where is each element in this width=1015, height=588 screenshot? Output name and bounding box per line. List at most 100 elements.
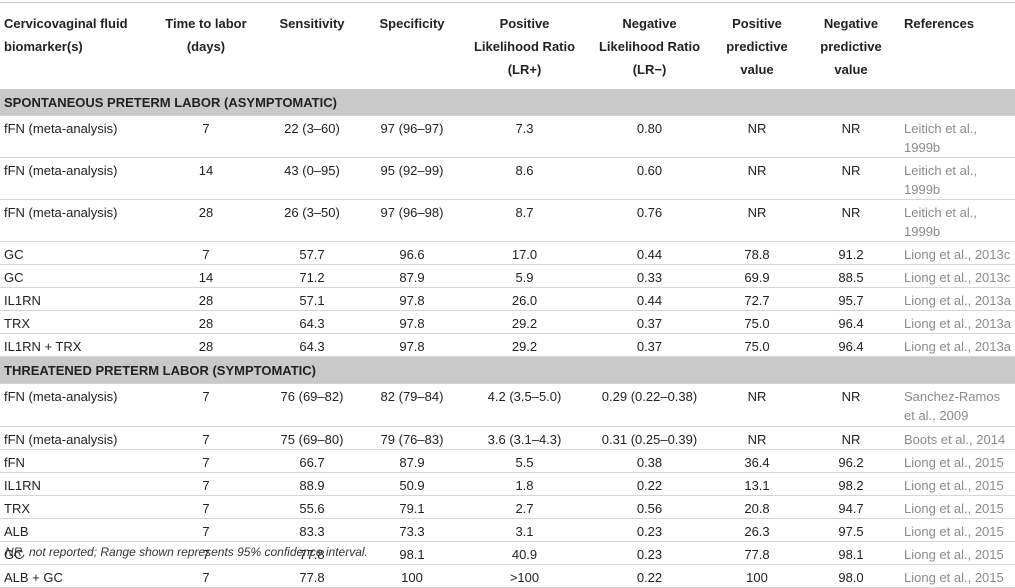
table-cell: 0.37 [587,333,712,357]
table-cell: 71.2 [262,264,362,288]
table-cell: GC [0,264,150,288]
table-cell: 7 [150,383,262,427]
table-cell: TRX [0,310,150,334]
table-cell: 98.0 [802,564,900,588]
header-ppv: Positive predictive value [726,16,788,77]
table-row: TRX 7 55.6 79.1 2.7 0.56 20.8 94.7 Liong et al.,… [0,495,1015,519]
header-references: References [904,16,975,31]
table-cell: 66.7 [262,449,362,473]
table-row: fFN (meta-analysis) 7 76 (69–82) 82 (79–84)… [0,383,1015,427]
table-cell: NR [802,115,900,158]
table-cell: 98.2 [802,472,900,496]
table-cell: 29.2 [462,310,587,334]
table-cell: 8.7 [462,199,587,242]
table-cell: 95 (92–99) [362,157,462,200]
table-cell: 7 [150,518,262,542]
table-cell: 36.4 [712,449,802,473]
table-cell: ALB [0,518,150,542]
table-cell: 87.9 [362,264,462,288]
table-cell: NR [712,157,802,200]
table-cell: 7 [150,241,262,265]
table-cell: 97.8 [362,287,462,311]
table-row: ALB + GC 7 77.8 100 >100 0.22 100 98.0 Liong et … [0,564,1015,588]
section-title: THREATENED PRETERM LABOR (SYMPTOMATIC) [0,356,1015,384]
table-cell: 100 [362,564,462,588]
table-cell: 29.2 [462,333,587,357]
table-cell: 79 (76–83) [362,426,462,450]
table-cell: 14 [150,264,262,288]
table-cell: 7 [150,472,262,496]
header-lr-negative: Negative Likelihood Ratio (LR−) [598,16,701,77]
table-cell: 88.9 [262,472,362,496]
table-cell: 1.8 [462,472,587,496]
table-cell: 0.29 (0.22–0.38) [587,383,712,427]
table-cell: 97 (96–97) [362,115,462,158]
table-cell: NR [802,383,900,427]
table-row: IL1RN 7 88.9 50.9 1.8 0.22 13.1 98.2 Liong et al… [0,472,1015,496]
table-cell: 0.22 [587,472,712,496]
table-cell: 20.8 [712,495,802,519]
table-cell: 77.8 [262,541,362,565]
table-cell: 77.8 [712,541,802,565]
table-cell: 57.1 [262,287,362,311]
table-cell: NR [802,157,900,200]
table-cell: 0.31 (0.25–0.39) [587,426,712,450]
table-cell: ALB + GC [0,564,150,588]
table-cell: 3.1 [462,518,587,542]
section-header: SPONTANEOUS PRETERM LABOR (ASYMPTOMATIC) [0,88,1015,116]
table-cell: 77.8 [262,564,362,588]
table-cell: 97.8 [362,310,462,334]
table-cell: 43 (0–95) [262,157,362,200]
table-cell: 57.7 [262,241,362,265]
table-row: fFN (meta-analysis) 28 26 (3–50) 97 (96–98)… [0,199,1015,242]
table-cell: 0.23 [587,518,712,542]
table-cell: 78.8 [712,241,802,265]
table-cell: 26.3 [712,518,802,542]
table-cell: Liong et al., 2015 [900,495,1015,519]
table-cell: 50.9 [362,472,462,496]
table-row: GC 7 77.8 98.1 40.9 0.23 77.8 98.1 Liong et al.,… [0,541,1015,565]
table-cell: GC [0,241,150,265]
table-cell: 64.3 [262,333,362,357]
table-cell: Liong et al., 2013a [900,310,1015,334]
table-cell: 2.7 [462,495,587,519]
section-header: THREATENED PRETERM LABOR (SYMPTOMATIC) [0,356,1015,384]
table-cell: fFN (meta-analysis) [0,199,150,242]
table-cell: 94.7 [802,495,900,519]
table-cell: 79.1 [362,495,462,519]
table-cell: fFN (meta-analysis) [0,157,150,200]
table-cell: Liong et al., 2015 [900,541,1015,565]
table-cell: 26.0 [462,287,587,311]
table-cell: Liong et al., 2013c [900,241,1015,265]
table-cell: 0.37 [587,310,712,334]
table-cell: 0.38 [587,449,712,473]
table-cell: 96.2 [802,449,900,473]
table-cell: 7.3 [462,115,587,158]
table-cell: 72.7 [712,287,802,311]
table-cell: 28 [150,333,262,357]
table-cell: 0.23 [587,541,712,565]
table-cell: 0.80 [587,115,712,158]
table-cell: 96.6 [362,241,462,265]
table-cell: 5.9 [462,264,587,288]
table-cell: NR [712,199,802,242]
table-cell: IL1RN [0,287,150,311]
table-footnote: NR, not reported; Range shown represents… [5,545,368,559]
table-cell: 0.56 [587,495,712,519]
table-cell: Liong et al., 2015 [900,564,1015,588]
table-cell: 7 [150,541,262,565]
table-cell: 17.0 [462,241,587,265]
table-cell: NR [712,115,802,158]
table-row: ALB 7 83.3 73.3 3.1 0.23 26.3 97.5 Liong et al.,… [0,518,1015,542]
table-row: fFN (meta-analysis) 7 22 (3–60) 97 (96–97) 7… [0,115,1015,158]
table-cell: 96.4 [802,310,900,334]
table-cell: 69.9 [712,264,802,288]
table-cell: 100 [712,564,802,588]
header-row: Cervicovaginal fluid biomarker(s) Time t… [0,3,1015,89]
table-cell: 7 [150,449,262,473]
table-cell: 91.2 [802,241,900,265]
table-cell: 0.60 [587,157,712,200]
table-row: GC 7 57.7 96.6 17.0 0.44 78.8 91.2 Liong et al.,… [0,241,1015,265]
table-cell: 88.5 [802,264,900,288]
